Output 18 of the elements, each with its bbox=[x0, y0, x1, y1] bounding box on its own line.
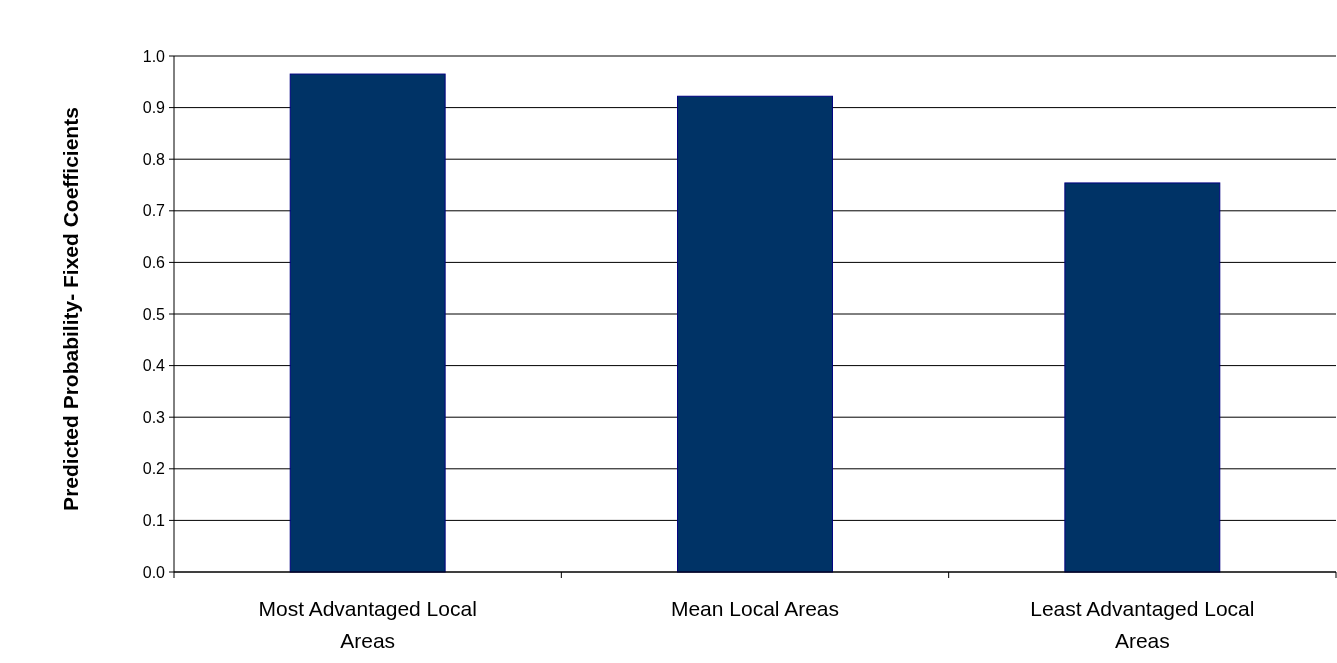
y-tick-label: 0.8 bbox=[142, 150, 166, 168]
y-tick-label: 0.6 bbox=[142, 254, 166, 271]
y-tick-label: 0.7 bbox=[142, 202, 166, 220]
y-axis-title: Predicted Probability- Fixed Coefficients bbox=[59, 107, 82, 511]
bar bbox=[289, 73, 446, 573]
bar bbox=[1064, 182, 1221, 573]
y-tick-label: 0.3 bbox=[142, 408, 166, 426]
y-tick-label: 0.9 bbox=[142, 99, 166, 117]
x-tick-label: Most Advantaged Local Areas bbox=[258, 597, 477, 652]
y-tick-label: 0.5 bbox=[142, 305, 166, 323]
bar bbox=[677, 95, 833, 573]
x-tick-label: Mean Local Areas bbox=[670, 597, 840, 620]
y-tick-label: 0.0 bbox=[142, 563, 166, 581]
y-tick-label: 0.1 bbox=[142, 512, 166, 529]
x-tick-label: Least Advantaged Local Areas bbox=[1030, 597, 1255, 652]
y-tick-label: 0.4 bbox=[142, 357, 166, 375]
y-tick-label: 0.2 bbox=[142, 460, 166, 478]
y-tick-label: 1.0 bbox=[142, 47, 166, 65]
